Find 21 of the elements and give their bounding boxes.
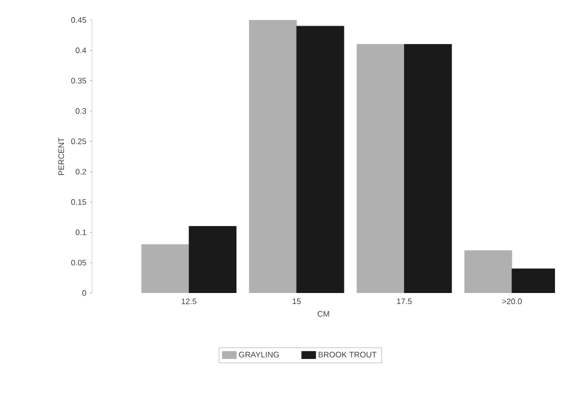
legend-label: GRAYLING: [239, 352, 279, 358]
x-tick-label: >20.0: [502, 298, 522, 304]
y-tick-label: 0.1: [76, 229, 86, 236]
y-tick-label: 0.15: [71, 199, 86, 205]
bar: [296, 26, 344, 293]
y-axis-title: PERCENT: [58, 138, 64, 175]
x-tick-label: 15: [292, 298, 301, 304]
y-tick-label: 0.05: [71, 260, 86, 266]
y-tick-label: 0.35: [71, 78, 86, 84]
bar: [404, 44, 452, 293]
y-tick-label: 0.4: [76, 48, 86, 54]
y-tick-label: 0.45: [71, 17, 86, 23]
y-tick-label: 0.2: [76, 168, 86, 174]
y-tick-label: 0: [82, 290, 86, 296]
y-tick-label: 0.25: [71, 138, 86, 144]
legend-label: BROOK TROUT: [318, 352, 376, 358]
y-tick-label: 0.3: [76, 108, 86, 114]
bar: [188, 226, 236, 293]
x-axis-title: CM: [318, 311, 330, 317]
x-tick-label: 17.5: [397, 298, 412, 304]
x-tick-label: 12.5: [182, 298, 196, 304]
